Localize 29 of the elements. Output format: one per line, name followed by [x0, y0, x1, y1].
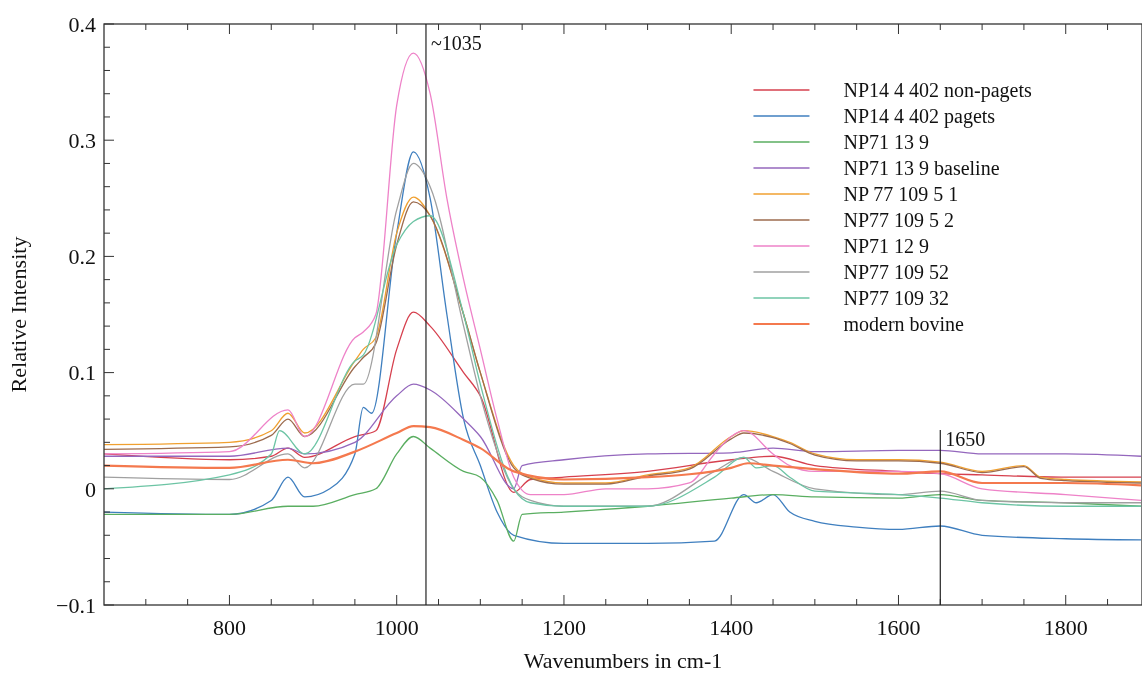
legend-label: NP 77 109 5 1 — [843, 183, 959, 205]
y-tick-label: 0.4 — [68, 11, 96, 37]
line-series — [104, 383, 1142, 490]
legend-label: NP77 109 5 2 — [843, 209, 955, 231]
legend-label: NP14 4 402 non-pagets — [843, 79, 1032, 102]
y-tick-label: 0.3 — [68, 127, 96, 153]
ref-line-label: ~1035 — [430, 32, 482, 54]
legend-label: NP71 13 9 baseline — [843, 157, 1000, 179]
x-tick-label: 1000 — [374, 615, 419, 640]
y-tick-label: −0.1 — [56, 592, 96, 618]
x-axis-title: Wavenumbers in cm-1 — [523, 648, 723, 673]
ref-line-label: 1650 — [945, 428, 986, 450]
x-tick-label: 1600 — [876, 615, 921, 640]
y-axis-title: Relative Intensity — [6, 236, 31, 393]
x-tick-label: 800 — [212, 615, 246, 640]
x-tick-label: 1200 — [541, 615, 586, 640]
legend-label: NP77 109 32 — [843, 287, 950, 309]
legend-label: NP77 109 52 — [843, 261, 950, 283]
legend-label: modern bovine — [843, 313, 965, 335]
y-tick-label: 0 — [85, 476, 96, 502]
y-tick-label: 0.2 — [68, 244, 96, 270]
legend-label: NP14 4 402 pagets — [843, 105, 996, 128]
line-series — [104, 424, 1142, 487]
x-tick-label: 1800 — [1043, 615, 1088, 640]
legend-label: NP71 13 9 — [843, 131, 930, 153]
legend-label: NP71 12 9 — [843, 235, 930, 257]
line-series — [104, 52, 1142, 502]
y-tick-label: 0.1 — [68, 360, 96, 386]
x-tick-label: 1400 — [709, 615, 754, 640]
